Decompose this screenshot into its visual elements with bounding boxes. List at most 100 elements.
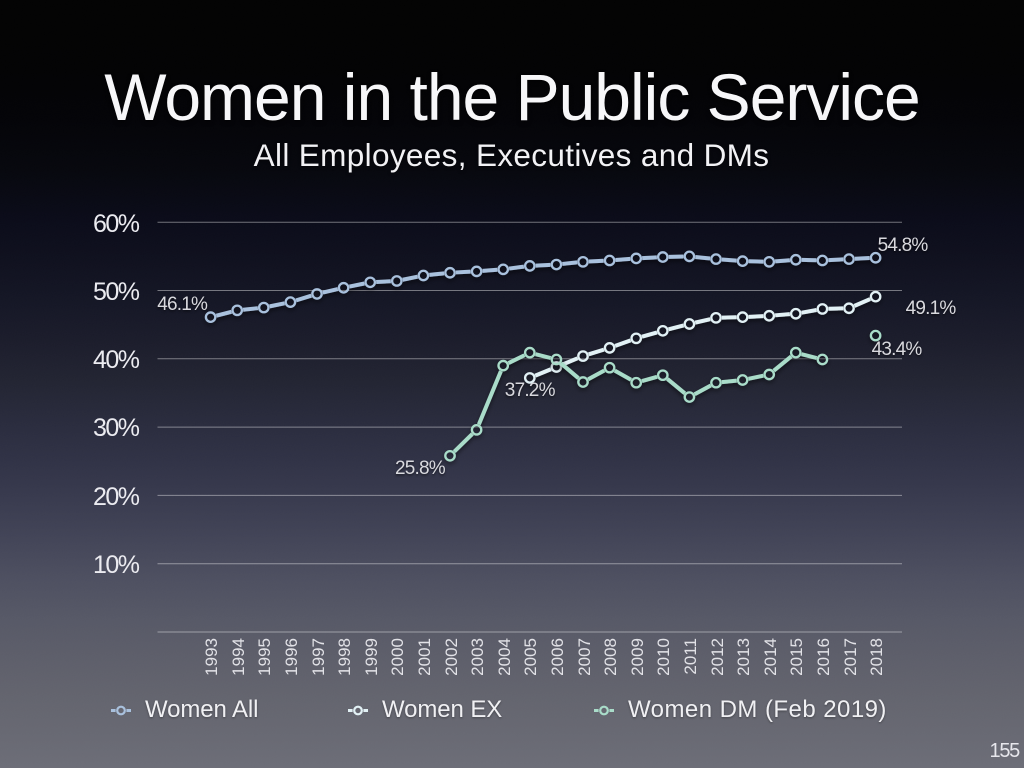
line-segment [215,309,232,318]
line-segment [613,368,633,382]
data-point-marker [656,324,669,337]
data-point-marker [789,253,802,266]
data-point-marker [710,311,722,324]
line-segment [482,267,498,273]
data-point-marker [656,251,669,263]
data-point-marker [736,255,749,267]
data-point-marker [417,269,430,282]
line-segment [455,269,471,275]
line-segment [587,368,606,381]
line-segment [748,314,764,319]
line-segment [477,370,503,426]
data-point-marker [630,252,643,265]
data-point-marker [577,350,589,362]
gridlines [157,221,902,633]
data-point-marker [683,391,696,403]
line-segment [801,308,817,315]
data-point-marker [789,307,802,320]
line-segment [641,330,658,339]
data-point-marker [763,368,776,381]
data-point-marker [523,346,536,359]
data-point-marker [603,342,616,354]
data-point-marker [843,302,855,315]
line-segment [452,432,474,454]
slide-subtitle: All Employees, Executives and DMs [253,137,770,173]
data-point-marker [497,263,510,276]
data-point-marker [444,266,456,279]
data-point-marker [577,255,589,268]
data-point-marker [337,281,350,294]
line-segment [668,323,685,332]
data-point-marker [523,372,536,384]
data-point-marker [816,303,829,315]
line-segment [508,264,525,271]
line-segment [562,260,578,266]
line-segment [534,367,552,378]
line-segment [774,312,791,318]
line-segment [853,297,871,308]
data-point-marker [311,288,323,300]
line-segment [349,281,365,289]
data-point-marker [630,376,643,389]
line-segment [561,356,579,367]
line-segment [322,287,339,295]
data-point-marker [444,449,456,462]
data-point-marker [470,423,483,436]
data-point-marker [603,254,616,267]
series-women-all [204,250,882,323]
data-point-marker [736,374,749,386]
data-point-marker [869,329,882,342]
data-point-marker [550,353,563,366]
line-segment [588,258,604,264]
line-segment [641,374,658,384]
data-point-marker [816,254,829,267]
line-segment [559,361,580,380]
data-point-marker [470,265,483,278]
data-point-marker [869,251,882,264]
data-point-marker [763,309,776,322]
line-segment [721,378,737,385]
line-segment [614,338,632,348]
data-point-marker [603,361,616,374]
data-point-marker [789,346,802,359]
chart-series [204,250,882,462]
page-number: 155 [989,740,1021,762]
series-women-ex [523,290,882,384]
line-segment [828,257,844,263]
data-point-marker [630,332,643,345]
line-segment [429,271,445,277]
data-point-marker [736,311,749,323]
line-segment [695,254,711,261]
line-segment [242,306,259,312]
series-women-dm-feb-2019 [444,329,882,462]
data-point-marker [231,304,244,317]
line-segment [774,258,791,264]
line-segment [721,257,737,263]
data-point-marker [843,253,855,265]
data-point-marker [710,376,722,389]
line-segment [588,347,605,357]
data-point-marker [710,253,722,265]
line-segment [801,352,818,360]
line-segment [694,317,711,325]
line-segment [269,301,285,309]
data-point-marker [683,318,696,330]
line-segment [507,353,526,365]
slide-title: Women in the Public Service [104,60,921,134]
line-segment [376,279,391,284]
line-segment [854,256,870,261]
line-segment [535,262,551,268]
data-point-marker [550,361,563,373]
data-point-marker [550,258,563,271]
line-segment [748,373,764,381]
data-point-marker [869,290,882,303]
line-segment [642,255,657,261]
line-segment [693,383,712,396]
data-point-marker [656,369,669,382]
line-segment [535,352,552,360]
line-segment [666,377,687,395]
line-segment [295,293,312,303]
line-segment [772,354,793,373]
